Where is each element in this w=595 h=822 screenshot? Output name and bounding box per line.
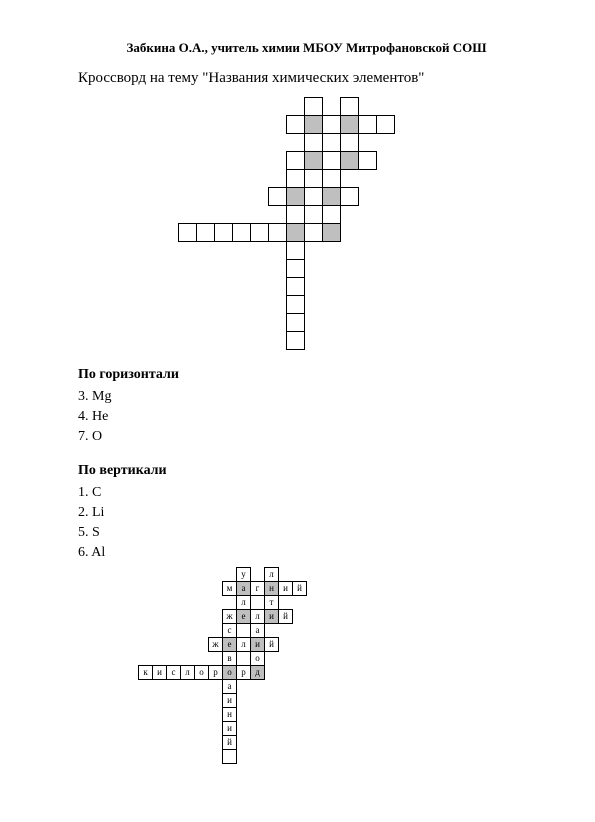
crossword-cell bbox=[286, 115, 305, 134]
crossword-cell bbox=[322, 151, 341, 170]
crossword-cell: с bbox=[222, 623, 237, 638]
crossword-cell: д bbox=[250, 665, 265, 680]
crossword-cell: й bbox=[278, 609, 293, 624]
crossword-cell bbox=[340, 115, 359, 134]
crossword-cell: л bbox=[264, 567, 279, 582]
crossword-cell bbox=[286, 277, 305, 296]
crossword-cell: р bbox=[208, 665, 223, 680]
crossword-cell bbox=[286, 241, 305, 260]
crossword-cell: и bbox=[222, 693, 237, 708]
crossword-cell bbox=[286, 205, 305, 224]
crossword-cell bbox=[232, 223, 251, 242]
crossword-cell bbox=[304, 151, 323, 170]
crossword-cell: и bbox=[250, 637, 265, 652]
crossword-cell: и bbox=[278, 581, 293, 596]
vertical-heading: По вертикали bbox=[78, 463, 535, 479]
crossword-cell bbox=[304, 115, 323, 134]
crossword-cell bbox=[268, 223, 287, 242]
crossword-cell: л bbox=[236, 637, 251, 652]
crossword-cell bbox=[322, 205, 341, 224]
crossword-cell bbox=[286, 151, 305, 170]
crossword-cell bbox=[304, 133, 323, 152]
crossword-cell: л bbox=[236, 595, 251, 610]
crossword-cell bbox=[286, 331, 305, 350]
crossword-cell bbox=[196, 223, 215, 242]
crossword-cell: а bbox=[250, 623, 265, 638]
crossword-cell bbox=[250, 223, 269, 242]
crossword-cell bbox=[222, 749, 237, 764]
crossword-cell: в bbox=[222, 651, 237, 666]
crossword-cell: н bbox=[264, 581, 279, 596]
crossword-cell: г bbox=[250, 581, 265, 596]
crossword-cell bbox=[286, 295, 305, 314]
horizontal-heading: По горизонтали bbox=[78, 367, 535, 383]
crossword-title: Кроссворд на тему "Названия химических э… bbox=[78, 70, 535, 87]
crossword-cell bbox=[178, 223, 197, 242]
crossword-cell: а bbox=[222, 679, 237, 694]
crossword-cell bbox=[322, 169, 341, 188]
crossword-cell: с bbox=[166, 665, 181, 680]
crossword-cell: т bbox=[264, 595, 279, 610]
crossword-cell: о bbox=[222, 665, 237, 680]
crossword-cell bbox=[322, 223, 341, 242]
crossword-cell: и bbox=[264, 609, 279, 624]
clue-v-2: 2. Li bbox=[78, 505, 535, 521]
clue-h-7: 7. O bbox=[78, 429, 535, 445]
clue-h-4: 4. He bbox=[78, 409, 535, 425]
crossword-cell bbox=[340, 151, 359, 170]
crossword-cell bbox=[286, 169, 305, 188]
crossword-cell: о bbox=[250, 651, 265, 666]
crossword-cell bbox=[304, 223, 323, 242]
crossword-cell: и bbox=[152, 665, 167, 680]
crossword-cell: н bbox=[222, 707, 237, 722]
crossword-cell: о bbox=[194, 665, 209, 680]
crossword-cell bbox=[286, 313, 305, 332]
crossword-cell: е bbox=[222, 637, 237, 652]
crossword-cell: а bbox=[236, 581, 251, 596]
crossword-cell bbox=[376, 115, 395, 134]
crossword-cell bbox=[286, 187, 305, 206]
crossword-cell bbox=[340, 187, 359, 206]
crossword-cell: и bbox=[222, 721, 237, 736]
crossword-cell: р bbox=[236, 665, 251, 680]
crossword-cell: й bbox=[222, 735, 237, 750]
clue-v-5: 5. S bbox=[78, 525, 535, 541]
clue-h-3: 3. Mg bbox=[78, 389, 535, 405]
crossword-cell bbox=[286, 259, 305, 278]
crossword-cell: й bbox=[292, 581, 307, 596]
crossword-cell bbox=[358, 151, 377, 170]
crossword-cell: й bbox=[264, 637, 279, 652]
author-line: Забкина О.А., учитель химии МБОУ Митрофа… bbox=[78, 40, 535, 56]
crossword-cell: у bbox=[236, 567, 251, 582]
crossword-cell bbox=[340, 133, 359, 152]
crossword-cell bbox=[340, 97, 359, 116]
crossword-cell bbox=[268, 187, 287, 206]
crossword-cell: ж bbox=[208, 637, 223, 652]
crossword-cell bbox=[304, 187, 323, 206]
crossword-cell bbox=[322, 187, 341, 206]
crossword-filled-grid: улмагнийлтжелийсажелийвокислорордаиний bbox=[138, 567, 535, 763]
crossword-cell bbox=[322, 115, 341, 134]
crossword-cell: л bbox=[250, 609, 265, 624]
crossword-empty-grid bbox=[178, 97, 535, 349]
crossword-cell bbox=[358, 115, 377, 134]
crossword-cell bbox=[286, 223, 305, 242]
clue-v-1: 1. C bbox=[78, 485, 535, 501]
crossword-cell: к bbox=[138, 665, 153, 680]
crossword-cell bbox=[214, 223, 233, 242]
crossword-cell: е bbox=[236, 609, 251, 624]
crossword-cell: л bbox=[180, 665, 195, 680]
crossword-cell bbox=[304, 97, 323, 116]
crossword-cell: м bbox=[222, 581, 237, 596]
clue-v-6: 6. Al bbox=[78, 545, 535, 561]
crossword-cell: ж bbox=[222, 609, 237, 624]
